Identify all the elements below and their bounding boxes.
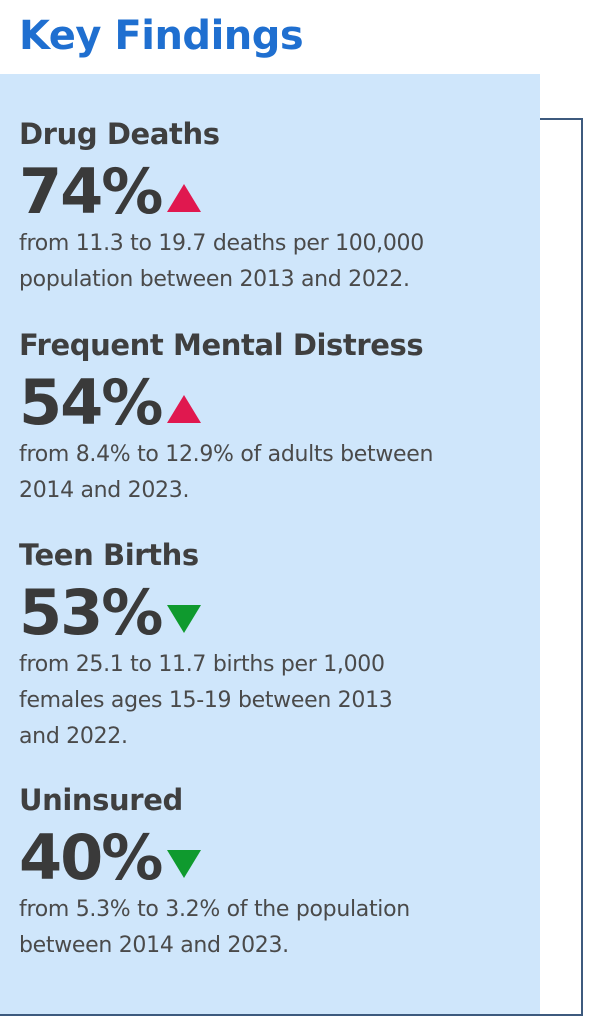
frame-line-bottom (0, 1014, 583, 1016)
finding-description: from 5.3% to 3.2% of the population betw… (19, 897, 410, 958)
triangle-up-icon (167, 184, 202, 212)
frame-line-top (538, 118, 583, 120)
triangle-down-icon (167, 605, 202, 633)
triangle-down-icon (167, 850, 202, 878)
finding-description: from 11.3 to 19.7 deaths per 100,000 pop… (19, 231, 424, 292)
finding-stat: 53% (19, 573, 529, 645)
finding-stat: 40% (19, 818, 529, 890)
finding-uninsured: Uninsured 40% from 5.3% to 3.2% of the p… (19, 782, 529, 964)
finding-heading: Frequent Mental Distress (19, 328, 424, 362)
finding-drug-deaths: Drug Deaths 74% from 11.3 to 19.7 deaths… (19, 116, 529, 298)
finding-description: from 25.1 to 11.7 births per 1,000 femal… (19, 652, 393, 749)
finding-percent: 40% (19, 821, 163, 894)
finding-frequent-mental-distress: Frequent Mental Distress 54% from 8.4% t… (19, 327, 529, 509)
finding-stat: 74% (19, 152, 529, 224)
finding-stat: 54% (19, 363, 529, 435)
finding-heading: Drug Deaths (19, 117, 220, 151)
key-findings-panel (0, 74, 540, 1014)
page-title: Key Findings (19, 13, 304, 59)
finding-percent: 53% (19, 576, 163, 649)
finding-percent: 74% (19, 155, 163, 228)
finding-percent: 54% (19, 366, 163, 439)
frame-line-right (581, 118, 583, 1016)
finding-heading: Teen Births (19, 538, 199, 572)
finding-teen-births: Teen Births 53% from 25.1 to 11.7 births… (19, 537, 529, 755)
triangle-up-icon (167, 395, 202, 423)
finding-heading: Uninsured (19, 783, 183, 817)
finding-description: from 8.4% to 12.9% of adults between 201… (19, 442, 434, 503)
